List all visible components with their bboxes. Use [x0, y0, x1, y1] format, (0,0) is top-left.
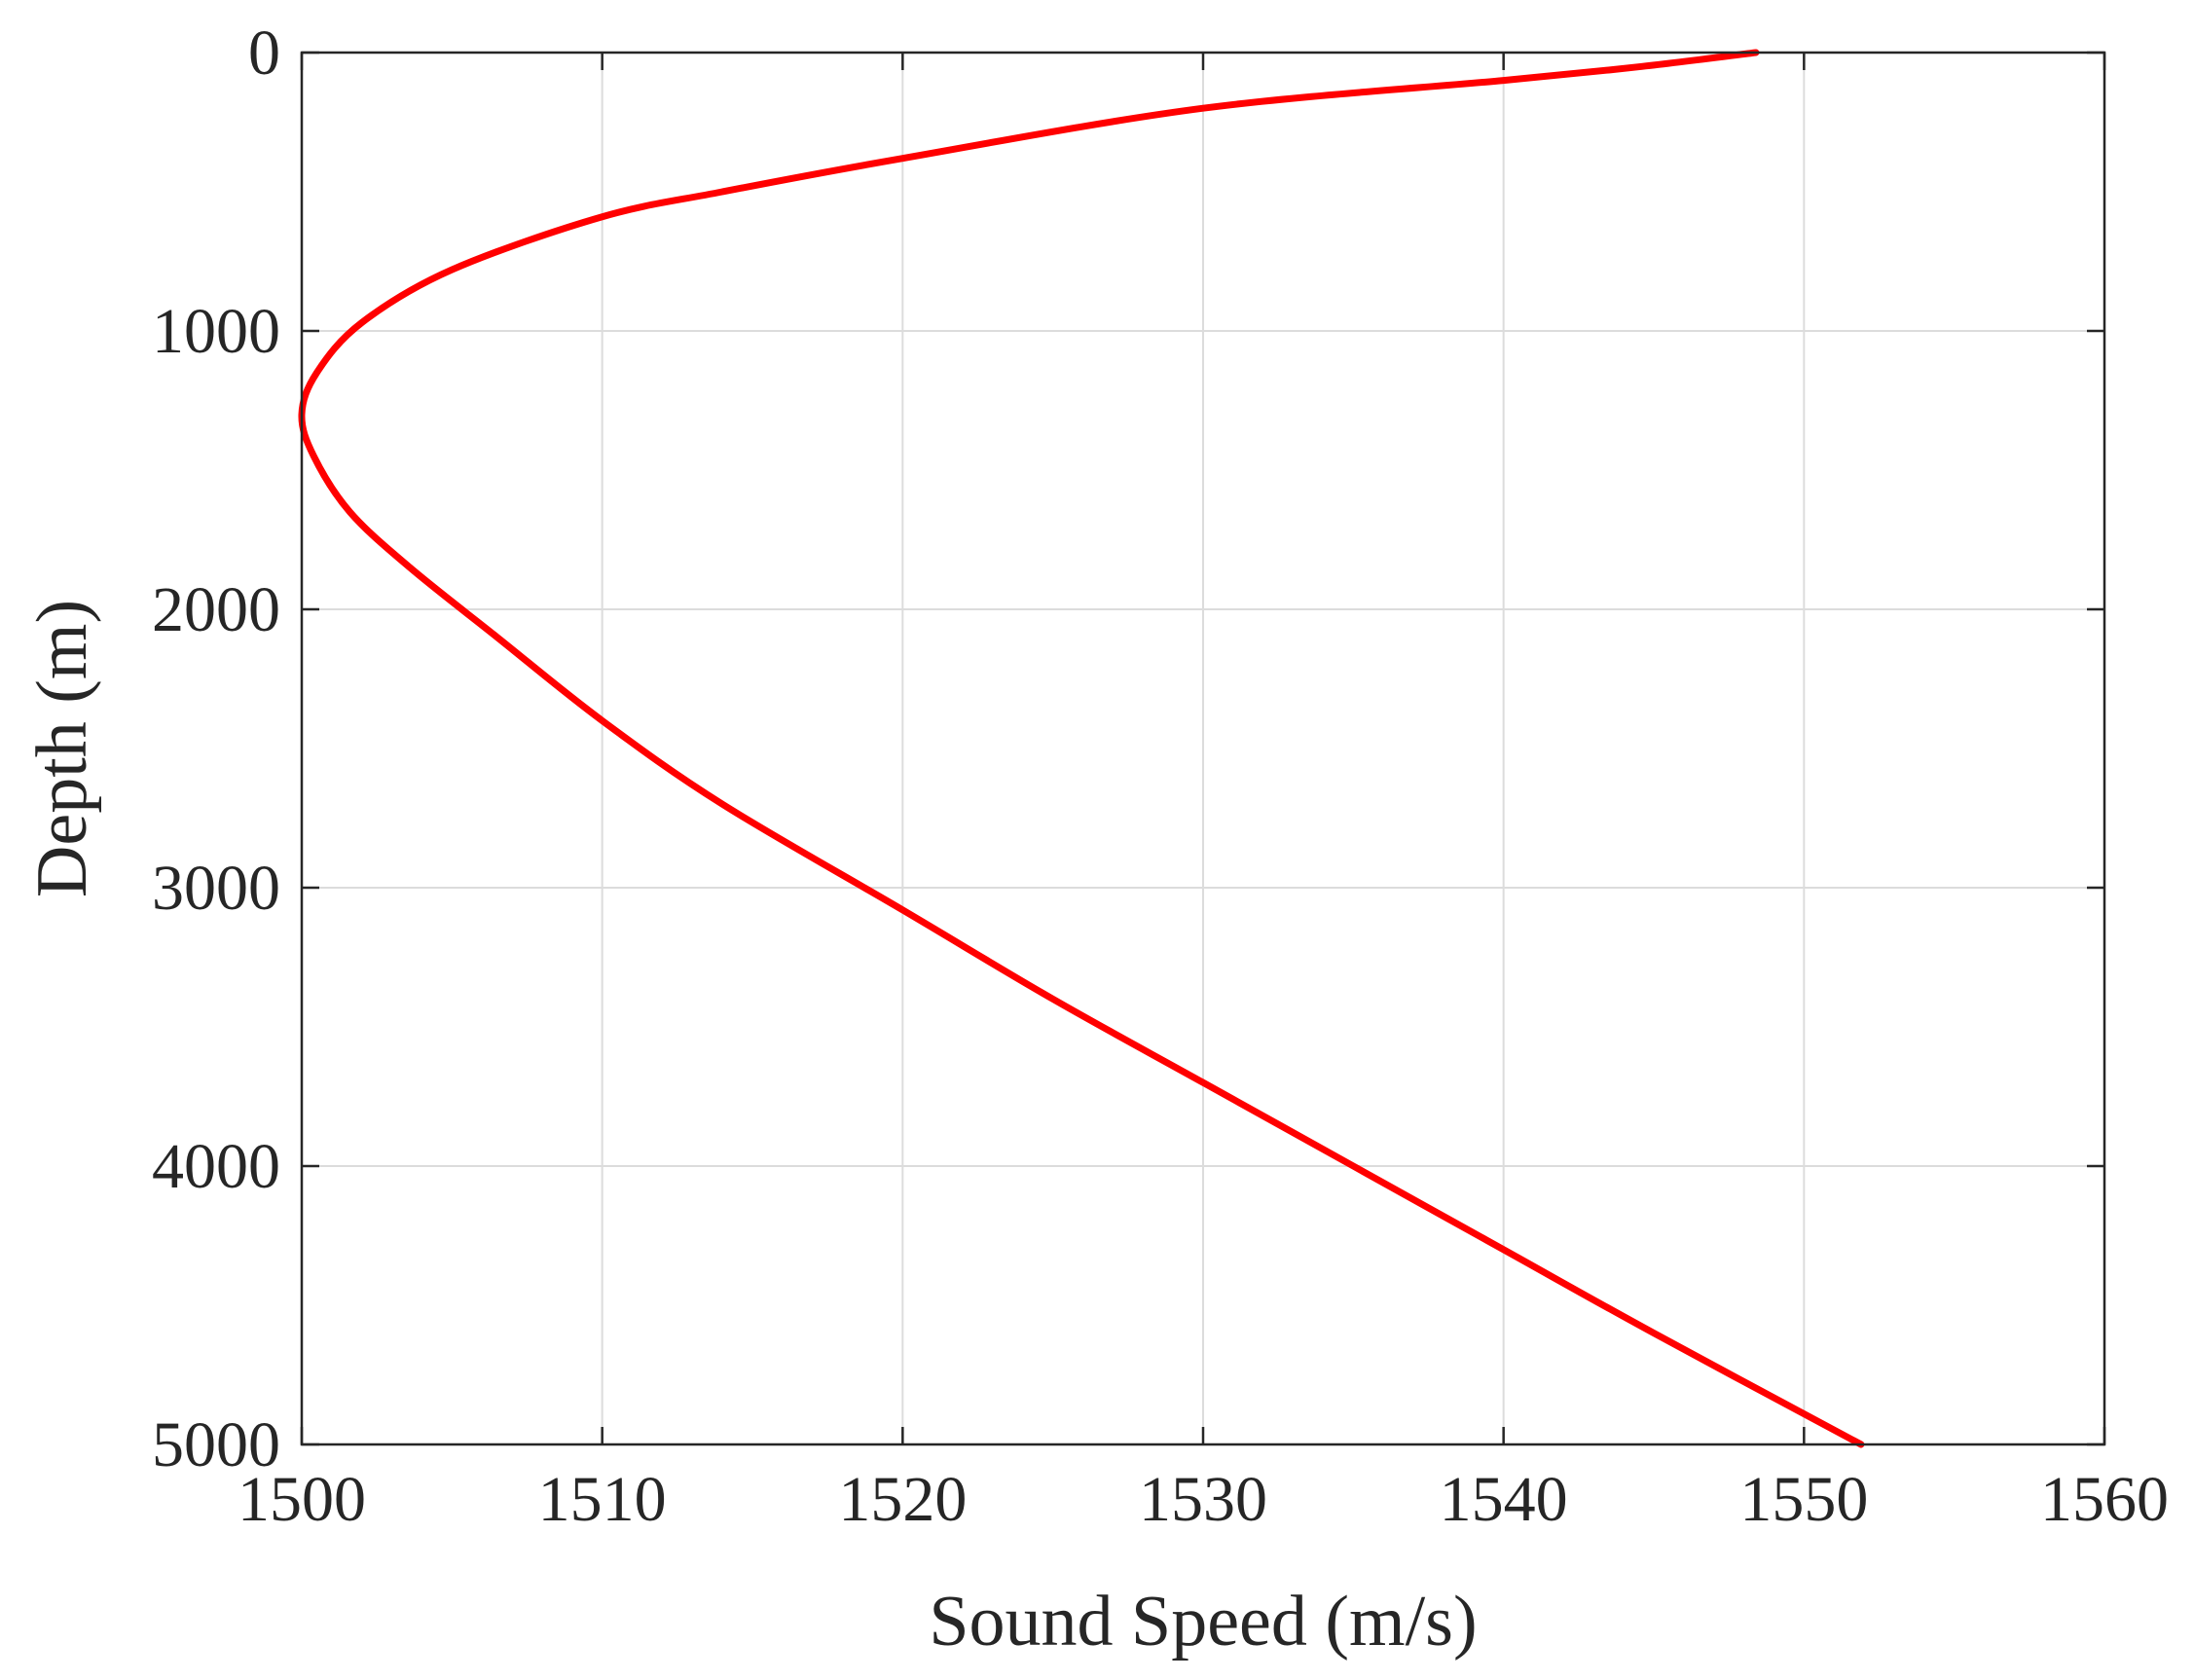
x-tick-label: 1540	[1440, 1464, 1568, 1535]
tick-layer	[300, 51, 2106, 1446]
y-axis-title: Depth (m)	[22, 600, 102, 897]
x-axis-title: Sound Speed (m/s)	[929, 1582, 1477, 1662]
y-tick-labels: 0 1000 2000 3000 4000 5000	[152, 18, 280, 1480]
y-tick-label: 2000	[152, 574, 280, 645]
x-tick-label: 1520	[838, 1464, 967, 1535]
x-tick-label: 1550	[1739, 1464, 1868, 1535]
sound-speed-series-line	[298, 49, 1865, 1448]
grid-layer	[301, 52, 2105, 1445]
x-tick-label: 1530	[1139, 1464, 1267, 1535]
y-tick-label: 1000	[152, 296, 280, 367]
y-tick-label: 4000	[152, 1131, 280, 1202]
x-tick-label: 1560	[2040, 1464, 2169, 1535]
series-layer	[298, 49, 1865, 1448]
y-tick-label: 3000	[152, 853, 280, 924]
x-tick-label: 1510	[538, 1464, 667, 1535]
x-tick-label: 1500	[238, 1464, 366, 1535]
y-tick-label: 5000	[152, 1409, 280, 1480]
x-tick-labels: 1500 1510 1520 1530 1540 1550 1560	[238, 1464, 2169, 1535]
y-tick-label: 0	[248, 18, 280, 89]
